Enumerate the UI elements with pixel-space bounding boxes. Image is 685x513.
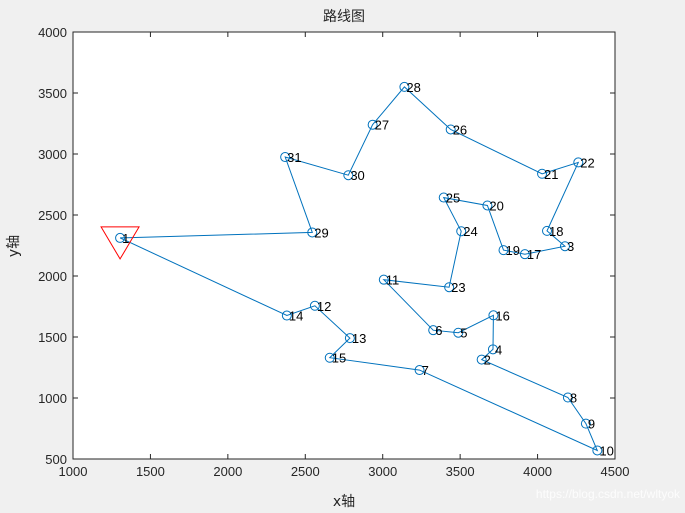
y-tick-label: 3000 bbox=[38, 147, 67, 162]
point-marker bbox=[428, 325, 439, 336]
point-marker bbox=[559, 241, 570, 252]
x-tick-label: 1000 bbox=[59, 464, 88, 479]
point-label: 6 bbox=[435, 323, 442, 338]
axes-box bbox=[72, 31, 616, 460]
x-tick-label: 3000 bbox=[368, 464, 397, 479]
point-label: 21 bbox=[544, 167, 558, 182]
x-axis-label: x轴 bbox=[333, 494, 355, 510]
point-marker bbox=[453, 327, 464, 338]
point-marker bbox=[438, 192, 449, 203]
point-marker bbox=[280, 152, 291, 163]
point-label: 26 bbox=[453, 122, 467, 137]
point-marker bbox=[344, 333, 355, 344]
y-tick-label: 3500 bbox=[38, 86, 67, 101]
point-marker bbox=[281, 310, 292, 321]
point-label: 16 bbox=[495, 308, 509, 323]
point-marker bbox=[115, 232, 126, 243]
point-marker bbox=[488, 310, 499, 321]
x-tick-label: 2000 bbox=[213, 464, 242, 479]
point-label: 30 bbox=[350, 168, 364, 183]
y-axis-label: y轴 bbox=[6, 235, 22, 257]
point-label: 17 bbox=[527, 247, 541, 262]
point-marker bbox=[573, 157, 584, 168]
point-label: 3 bbox=[567, 239, 574, 254]
point-label: 29 bbox=[314, 225, 328, 240]
x-tick-label: 4500 bbox=[601, 464, 630, 479]
point-label: 5 bbox=[460, 326, 467, 341]
point-label: 28 bbox=[406, 80, 420, 95]
point-marker bbox=[476, 354, 487, 365]
point-marker bbox=[562, 392, 573, 403]
point-label: 23 bbox=[451, 280, 465, 295]
point-label: 14 bbox=[289, 309, 303, 324]
point-label: 20 bbox=[489, 198, 503, 213]
x-tick-label: 4000 bbox=[523, 464, 552, 479]
point-label: 1 bbox=[122, 231, 129, 246]
point-marker bbox=[498, 245, 509, 256]
point-marker bbox=[537, 168, 548, 179]
point-label: 24 bbox=[463, 224, 477, 239]
point-label: 15 bbox=[332, 351, 346, 366]
y-tick-label: 500 bbox=[45, 452, 67, 467]
point-marker bbox=[542, 225, 553, 236]
point-label: 19 bbox=[506, 243, 520, 258]
y-tick-label: 2500 bbox=[38, 208, 67, 223]
point-marker bbox=[445, 124, 456, 135]
y-axis-ticks: 500 1000 1500 2000 2500 3000 3500 4000 bbox=[38, 25, 615, 467]
point-marker-layer bbox=[115, 81, 603, 456]
point-marker bbox=[444, 282, 455, 293]
point-label: 10 bbox=[599, 443, 613, 458]
start-marker-layer bbox=[100, 226, 140, 260]
plot-area bbox=[73, 32, 615, 459]
point-marker bbox=[482, 200, 493, 211]
point-marker bbox=[378, 274, 389, 285]
route-line bbox=[119, 86, 599, 452]
point-marker bbox=[367, 119, 378, 130]
y-tick-label: 1500 bbox=[38, 330, 67, 345]
point-label: 18 bbox=[549, 224, 563, 239]
y-tick-label: 2000 bbox=[38, 269, 67, 284]
point-label: 27 bbox=[375, 118, 389, 133]
point-label: 11 bbox=[386, 273, 400, 288]
point-marker bbox=[324, 352, 335, 363]
point-marker bbox=[343, 170, 354, 181]
point-label: 2 bbox=[484, 353, 491, 368]
point-label-layer: 1234567891011121314151617181920212223242… bbox=[122, 80, 614, 459]
x-tick-label: 3500 bbox=[446, 464, 475, 479]
point-label: 9 bbox=[588, 417, 595, 432]
point-marker bbox=[456, 226, 467, 237]
watermark: https://blog.csdn.net/wltyok bbox=[536, 487, 681, 501]
point-label: 13 bbox=[352, 331, 366, 346]
x-tick-label: 1500 bbox=[136, 464, 165, 479]
point-label: 4 bbox=[495, 342, 502, 357]
point-marker bbox=[399, 81, 410, 92]
x-axis-ticks: 1000 1500 2000 2500 3000 3500 4000 4500 bbox=[59, 32, 630, 479]
point-label: 31 bbox=[287, 150, 301, 165]
point-label: 22 bbox=[580, 155, 594, 170]
point-label: 7 bbox=[422, 363, 429, 378]
point-marker bbox=[307, 227, 318, 238]
start-marker bbox=[100, 226, 140, 260]
point-marker bbox=[487, 344, 498, 355]
point-marker bbox=[414, 365, 425, 376]
point-label: 8 bbox=[570, 391, 577, 406]
route-line-layer bbox=[119, 86, 599, 452]
x-tick-label: 2500 bbox=[291, 464, 320, 479]
point-marker bbox=[309, 300, 320, 311]
y-tick-label: 4000 bbox=[38, 25, 67, 40]
chart-title: 路线图 bbox=[323, 9, 365, 25]
point-label: 25 bbox=[446, 191, 460, 206]
point-label: 12 bbox=[317, 299, 331, 314]
point-marker bbox=[592, 445, 603, 456]
point-marker bbox=[580, 418, 591, 429]
point-marker bbox=[519, 249, 530, 260]
y-tick-label: 1000 bbox=[38, 391, 67, 406]
